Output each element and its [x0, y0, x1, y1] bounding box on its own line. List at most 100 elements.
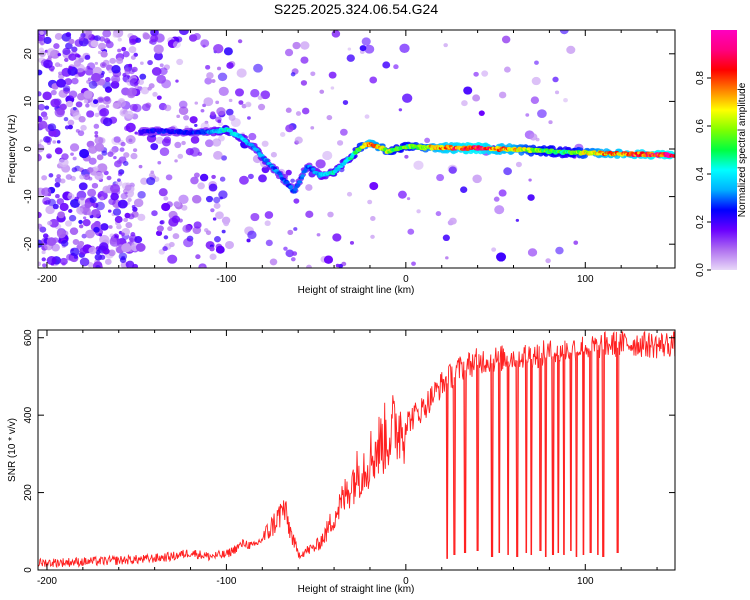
spectrogram-noise-cell — [527, 248, 538, 257]
spectrogram-noise-cell — [515, 161, 522, 168]
spectrogram-noise-cell — [413, 160, 424, 170]
spectrogram-noise-cell — [68, 214, 77, 222]
spectrogram-noise-cell — [398, 108, 403, 112]
spectrogram-noise-cell — [128, 128, 133, 133]
spectrogram-noise-cell — [472, 174, 482, 184]
spectrogram-noise-cell — [52, 203, 59, 210]
spectrogram-noise-cell — [65, 42, 73, 50]
spectrogram-noise-cell — [496, 252, 507, 262]
spectrogram-noise-cell — [552, 76, 559, 83]
spectrogram-y-axis-label: Frequency (Hz) — [7, 115, 18, 184]
snr-x-axis-label: Height of straight line (km) — [298, 584, 415, 595]
spectrogram-noise-cell — [563, 98, 568, 103]
spectrogram-noise-cell — [340, 128, 348, 136]
colorbar-tick-label: 0.8 — [695, 71, 706, 85]
spectrogram-noise-cell — [261, 166, 270, 174]
spectrogram-noise-cell — [132, 103, 142, 113]
spectrogram-noise-cell — [112, 32, 119, 38]
spectrogram-noise-cell — [158, 188, 168, 197]
spectrogram-noise-cell — [39, 139, 43, 143]
spectrogram-noise-cell — [253, 63, 263, 73]
spectrogram-noise-cell — [88, 246, 97, 255]
spectrogram-noise-cell — [150, 170, 155, 174]
spectrogram-noise-cell — [101, 150, 108, 156]
spectrogram-noise-cell — [331, 30, 341, 38]
spectrogram-noise-cell — [94, 253, 103, 261]
spectrogram-noise-cell — [94, 130, 99, 135]
spectrogram-ridge-cell — [264, 158, 269, 163]
spectrogram-noise-cell — [293, 227, 298, 231]
spectrogram-noise-cell — [78, 182, 88, 191]
spectrogram-noise-cell — [248, 132, 257, 141]
spectrogram-noise-cell — [291, 251, 298, 256]
spectrogram-noise-cell — [300, 80, 308, 86]
spectrogram-noise-cell — [50, 89, 57, 96]
spectrogram-noise-cell — [218, 190, 228, 199]
spectrogram-ridge-cell — [297, 180, 303, 184]
spectrogram-noise-cell — [56, 229, 67, 239]
spectrogram-noise-cell — [45, 205, 55, 215]
spectrogram-noise-cell — [155, 230, 163, 237]
spectrogram-noise-cell — [463, 86, 473, 95]
spectrogram-noise-cell — [128, 69, 135, 75]
spectrogram-noise-cell — [122, 160, 129, 167]
spectrogram-noise-cell — [117, 172, 123, 177]
spectrogram-noise-cell — [195, 254, 201, 260]
spectrogram-noise-cell — [209, 246, 215, 252]
spectrogram-noise-cell — [72, 239, 80, 246]
spectrogram-noise-cell — [74, 74, 79, 78]
spectrogram-noise-cell — [61, 153, 69, 160]
spectrogram-noise-cell — [399, 43, 410, 53]
spectrogram-noise-cell — [407, 228, 415, 235]
spectrogram-noise-cell — [247, 230, 257, 240]
spectrogram-noise-cell — [226, 62, 234, 69]
spectrogram-noise-cell — [216, 66, 222, 71]
spectrogram-noise-cell — [285, 169, 292, 176]
spectrogram-y-axis: -20 -10 0 10 20 — [23, 48, 675, 251]
spectrogram-noise-cell — [100, 61, 107, 69]
spectrogram-noise-cell — [225, 108, 234, 116]
spectrogram-noise-cell — [200, 265, 205, 268]
spectrogram-noise-cell — [58, 71, 63, 76]
spectrogram-noise-cell — [56, 198, 65, 205]
spectrogram-noise-cell — [172, 40, 181, 49]
spectrogram-noise-cell — [133, 198, 144, 208]
spectrogram-noise-cell — [205, 230, 212, 236]
spectrogram-noise-cell — [176, 114, 181, 119]
spectrogram-noise-cell — [189, 116, 198, 124]
spectrogram-noise-cell — [416, 209, 421, 214]
colorbar-tick-label: 0.2 — [695, 215, 706, 229]
spectrogram-noise-cell — [194, 123, 198, 127]
spectrogram-noise-cell — [54, 147, 63, 155]
spectrogram-noise-cell — [445, 256, 449, 260]
spectrogram-noise-cell — [435, 211, 442, 217]
spectrogram-noise-cell — [93, 226, 100, 233]
spectrogram-noise-cell — [153, 52, 163, 61]
spectrogram-noise-cell — [494, 205, 505, 215]
spectrogram-ridge-cell — [672, 154, 675, 158]
spectrogram-noise-cell — [326, 114, 333, 121]
spectrogram-noise-cell — [135, 37, 142, 43]
spectrogram-noise-cell — [310, 126, 315, 130]
spectrogram-noise-cell — [147, 86, 152, 91]
spectrogram-noise-cell — [117, 37, 122, 42]
spectrogram-noise-cell — [150, 34, 159, 43]
spectrogram-noise-cell — [217, 72, 228, 82]
spectrogram-noise-cell — [215, 100, 220, 105]
spectrogram-noise-cell — [162, 246, 168, 252]
spectrogram-noise-cell — [73, 60, 81, 67]
spectrogram-noise-cell — [330, 86, 335, 90]
spectrogram-noise-cell — [212, 138, 222, 147]
spectrogram-noise-cell — [54, 177, 62, 184]
spectrogram-noise-cell — [117, 99, 126, 108]
spectrogram-noise-cell — [129, 237, 134, 242]
spectrogram-noise-cell — [59, 202, 69, 212]
colorbar-ticks: 0.0 0.2 0.4 0.6 0.8 — [695, 71, 711, 277]
spectrogram-noise-cell — [65, 220, 72, 227]
spectrogram-noise-cell — [290, 257, 296, 262]
spectrogram-noise-cell — [573, 240, 579, 245]
spectrogram-noise-cell — [264, 220, 271, 227]
spectrogram-noise-cell — [140, 61, 144, 65]
spectrogram-noise-cell — [142, 32, 151, 40]
spectrogram-noise-cell — [77, 130, 85, 137]
